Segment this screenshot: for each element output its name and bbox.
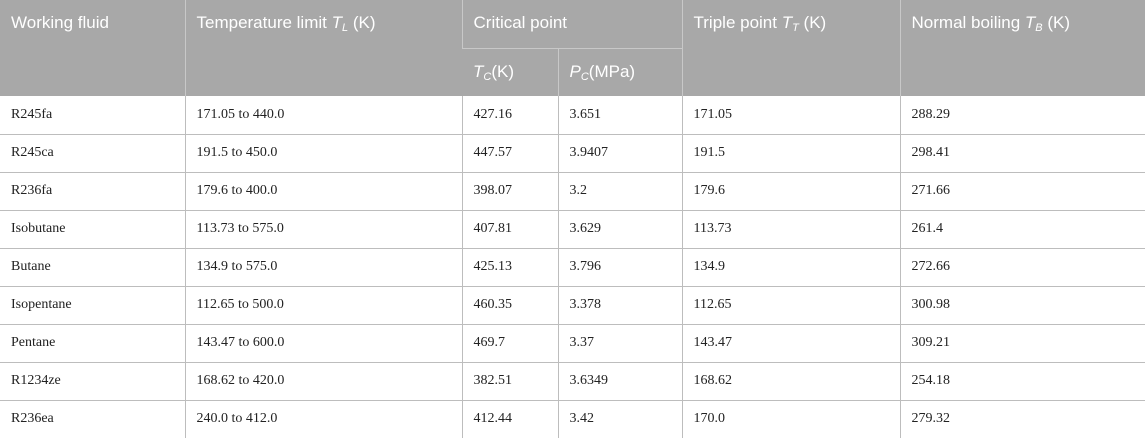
cell-temperature-range: 112.65 to 500.0 <box>184 286 462 325</box>
header-working-fluid: Working fluid <box>0 0 185 96</box>
cell-triple-point: 113.73 <box>681 210 901 249</box>
cell-temperature-range: 179.6 to 400.0 <box>184 172 462 211</box>
cell-normal-boiling: 300.98 <box>899 286 1145 325</box>
cell-triple-point: 143.47 <box>681 324 901 363</box>
cell-normal-boiling: 272.66 <box>899 248 1145 287</box>
cell-critical-temperature: 407.81 <box>461 210 558 249</box>
cell-temperature-range: 143.47 to 600.0 <box>184 324 462 363</box>
cell-temperature-range: 168.62 to 420.0 <box>184 362 462 401</box>
cell-critical-temperature: 425.13 <box>461 248 558 287</box>
cell-triple-point: 112.65 <box>681 286 901 325</box>
table-header: Working fluid Temperature limit TL (K) C… <box>0 0 1145 96</box>
header-temperature-limit-symbol: T <box>331 13 342 32</box>
table-row: R236ea 240.0 to 412.0 412.44 3.42 170.0 … <box>0 400 1145 438</box>
cell-critical-pressure: 3.378 <box>557 286 683 325</box>
header-triple-point-subscript: T <box>792 22 799 34</box>
cell-critical-temperature: 382.51 <box>461 362 558 401</box>
table-row: Butane 134.9 to 575.0 425.13 3.796 134.9… <box>0 248 1145 287</box>
cell-triple-point: 171.05 <box>681 96 901 135</box>
header-row-top: Working fluid Temperature limit TL (K) C… <box>0 0 1145 96</box>
cell-normal-boiling: 261.4 <box>899 210 1145 249</box>
cell-normal-boiling: 279.32 <box>899 400 1145 438</box>
cell-fluid: R245fa <box>0 96 185 135</box>
table-row: R245fa 171.05 to 440.0 427.16 3.651 171.… <box>0 96 1145 135</box>
cell-critical-pressure: 3.6349 <box>557 362 683 401</box>
header-normal-boiling-text: Normal boiling <box>911 13 1025 32</box>
header-normal-boiling-symbol: T <box>1024 13 1036 32</box>
cell-fluid: Butane <box>0 248 185 287</box>
cell-fluid: R1234ze <box>0 362 185 401</box>
cell-triple-point: 170.0 <box>681 400 901 438</box>
table-body: R245fa 171.05 to 440.0 427.16 3.651 171.… <box>0 96 1145 438</box>
cell-critical-temperature: 427.16 <box>461 96 558 135</box>
cell-normal-boiling: 309.21 <box>899 324 1145 363</box>
cell-critical-temperature: 447.57 <box>461 134 558 173</box>
cell-critical-pressure: 3.629 <box>557 210 683 249</box>
header-row-sub: TC(K) PC(MPa) <box>0 47 1145 96</box>
header-triple-point-symbol: T <box>781 13 793 32</box>
cell-normal-boiling: 254.18 <box>899 362 1145 401</box>
header-temperature-limit-unit: (K) <box>348 13 376 32</box>
table-row: R236fa 179.6 to 400.0 398.07 3.2 179.6 2… <box>0 172 1145 211</box>
cell-triple-point: 134.9 <box>681 248 901 287</box>
cell-critical-temperature: 412.44 <box>461 400 558 438</box>
header-triple-point-unit: (K) <box>798 13 827 32</box>
header-triple-point: Triple point TT (K) <box>681 0 901 96</box>
cell-critical-pressure: 3.37 <box>557 324 683 363</box>
cell-normal-boiling: 288.29 <box>899 96 1145 135</box>
cell-triple-point: 179.6 <box>681 172 901 211</box>
header-temperature-limit-text: Temperature limit <box>196 13 332 32</box>
header-pc-subscript: C <box>580 70 589 83</box>
cell-normal-boiling: 271.66 <box>899 172 1145 211</box>
table-row: R1234ze 168.62 to 420.0 382.51 3.6349 16… <box>0 362 1145 401</box>
cell-fluid: R236ea <box>11 411 54 427</box>
header-triple-point-text: Triple point <box>693 13 782 32</box>
header-normal-boiling-subscript: B <box>1035 22 1043 34</box>
header-tc-unit: (K) <box>491 61 515 81</box>
table-row: Isopentane 112.65 to 500.0 460.35 3.378 … <box>0 286 1145 325</box>
cell-critical-temperature: 398.07 <box>461 172 558 211</box>
cell-critical-temperature: 469.7 <box>461 324 558 363</box>
header-temperature-limit-subscript: L <box>342 22 349 34</box>
header-temperature-limit: Temperature limit TL (K) <box>184 0 462 96</box>
cell-critical-pressure: 3.651 <box>557 96 683 135</box>
cell-critical-pressure: 3.796 <box>557 248 683 287</box>
table-row: Pentane 143.47 to 600.0 469.7 3.37 143.4… <box>0 324 1145 363</box>
header-tc-symbol: T <box>473 61 484 81</box>
cell-temperature-range: 171.05 to 440.0 <box>184 96 462 135</box>
cell-temperature-range: 113.73 to 575.0 <box>184 210 462 249</box>
header-critical-temperature: TC(K) <box>462 47 558 96</box>
header-critical-point: Critical point <box>461 0 683 48</box>
cell-triple-point: 191.5 <box>681 134 901 173</box>
header-normal-boiling: Normal boiling TB (K) <box>899 0 1145 96</box>
cell-temperature-range: 191.5 to 450.0 <box>184 134 462 173</box>
cell-fluid: Isobutane <box>0 210 185 249</box>
cell-critical-pressure: 3.2 <box>557 172 683 211</box>
header-critical-pressure: PC(MPa) <box>557 47 683 96</box>
header-pc-unit: (MPa) <box>588 61 636 81</box>
cell-fluid: R245ca <box>0 134 185 173</box>
header-normal-boiling-unit: (K) <box>1042 13 1071 32</box>
cell-critical-pressure: 3.9407 <box>557 134 683 173</box>
cell-critical-temperature: 460.35 <box>461 286 558 325</box>
cell-normal-boiling: 298.41 <box>899 134 1145 173</box>
header-tc-subscript: C <box>483 70 492 83</box>
cell-temperature-range: 240.0 to 412.0 <box>184 400 462 438</box>
table-row: Isobutane 113.73 to 575.0 407.81 3.629 1… <box>0 210 1145 249</box>
cell-fluid: Pentane <box>0 324 185 363</box>
header-pc-symbol: P <box>569 61 581 81</box>
cell-temperature-range: 134.9 to 575.0 <box>184 248 462 287</box>
cell-critical-pressure: 3.42 <box>557 400 683 438</box>
table-row: R245ca 191.5 to 450.0 447.57 3.9407 191.… <box>0 134 1145 173</box>
cell-fluid: R236fa <box>0 172 185 211</box>
cell-fluid: Isopentane <box>0 286 185 325</box>
cell-triple-point: 168.62 <box>681 362 901 401</box>
